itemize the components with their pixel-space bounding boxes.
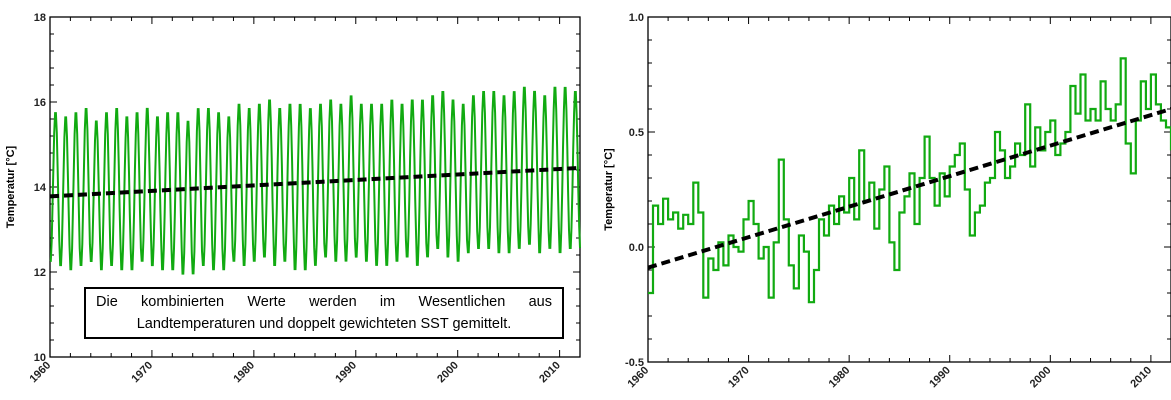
right-x-tick-label: 1980 <box>827 364 853 390</box>
left-x-tick-label: 1970 <box>129 359 155 385</box>
left-y-axis-title: Temperatur [°C] <box>5 145 17 228</box>
left-y-tick-label: 16 <box>34 97 46 109</box>
right-y-tick-label: 0.0 <box>629 242 644 254</box>
right-trend-line <box>647 107 1171 270</box>
left-y-tick-label: 10 <box>34 352 46 364</box>
left-x-tick-label: 1980 <box>231 359 257 385</box>
right-y-tick-label: 0.5 <box>629 127 644 139</box>
left-y-tick-label: 18 <box>34 12 46 24</box>
right-x-tick-label: 2010 <box>1128 364 1154 390</box>
left-trend-line <box>49 165 581 199</box>
left-y-tick-label: 12 <box>34 267 46 279</box>
right-plot-frame <box>647 16 1171 363</box>
annotation-box: Die kombinierten Werte werden im Wesentl… <box>84 287 564 339</box>
right-y-axis-title: Temperatur [°C] <box>603 148 615 231</box>
left-x-tick-label: 2010 <box>537 359 563 385</box>
left-x-tick-label: 1990 <box>333 359 359 385</box>
right-series-anomaly-line <box>648 57 1171 304</box>
left-series-monthly-line <box>49 86 581 275</box>
right-y-tick-label: 1.0 <box>629 12 644 24</box>
annotation-line-2: Landtemperaturen und doppelt gewichteten… <box>136 316 512 332</box>
right-x-tick-label: 2000 <box>1028 364 1054 390</box>
left-x-tick-label: 2000 <box>435 359 461 385</box>
right-x-tick-label: 1970 <box>726 364 752 390</box>
chart-left-combined-temperature: 1960 1970 1980 1990 2000 20101012141618Temper… <box>5 12 581 385</box>
right-x-tick-label: 1990 <box>927 364 953 390</box>
right-y-tick-label: -0.5 <box>625 357 644 369</box>
annotation-line-1: Die kombinierten Werte werden im Wesentl… <box>96 294 552 310</box>
right-x-tick-label: 1960 <box>625 364 651 390</box>
left-y-tick-label: 14 <box>34 182 47 194</box>
